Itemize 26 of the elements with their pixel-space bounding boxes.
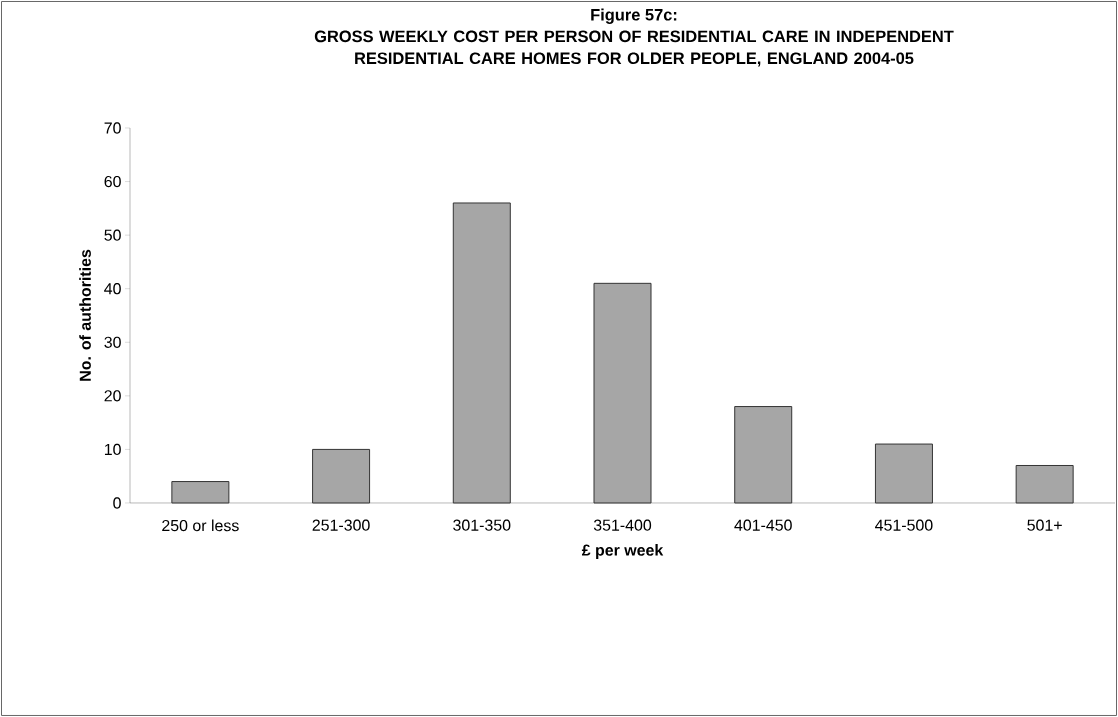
y-tick-label: 50	[104, 229, 121, 241]
x-tick-label: 250 or less	[162, 519, 239, 532]
y-tick-label: 30	[104, 336, 121, 348]
x-tick-label: 401-450	[734, 519, 792, 531]
x-tick-label: 301-350	[453, 519, 511, 531]
y-tick-label: 0	[113, 497, 121, 509]
y-tick-label: 20	[104, 390, 121, 402]
y-axis-title: No. of authorities	[79, 249, 91, 381]
bar	[312, 448, 371, 504]
y-tick-label: 60	[104, 175, 121, 188]
bar	[734, 406, 793, 504]
x-axis-title: £ per week	[581, 544, 664, 559]
bar	[452, 202, 511, 504]
bar	[1015, 464, 1074, 504]
x-tick-label: 351-400	[593, 519, 652, 531]
chart-title: Figure 57c:	[591, 8, 677, 24]
y-tick-label: 10	[104, 443, 121, 456]
bar	[593, 282, 652, 504]
x-tick-label: 501+	[1027, 519, 1062, 531]
chart-subtitle: GROSS WEEKLY COST PER PERSON OF RESIDENTIAL CARE IN INDEPENDENT RESIDENTIAL CARE HOMES FOR OLDER PEOPLE, ENGLAND 2004-05	[314, 30, 954, 67]
bar	[874, 443, 933, 504]
y-tick-label: 70	[104, 122, 121, 134]
x-tick-label: 451-500	[875, 519, 933, 531]
x-tick-label: 251-300	[312, 519, 370, 531]
bar	[171, 481, 230, 504]
y-tick-label: 40	[104, 283, 121, 295]
